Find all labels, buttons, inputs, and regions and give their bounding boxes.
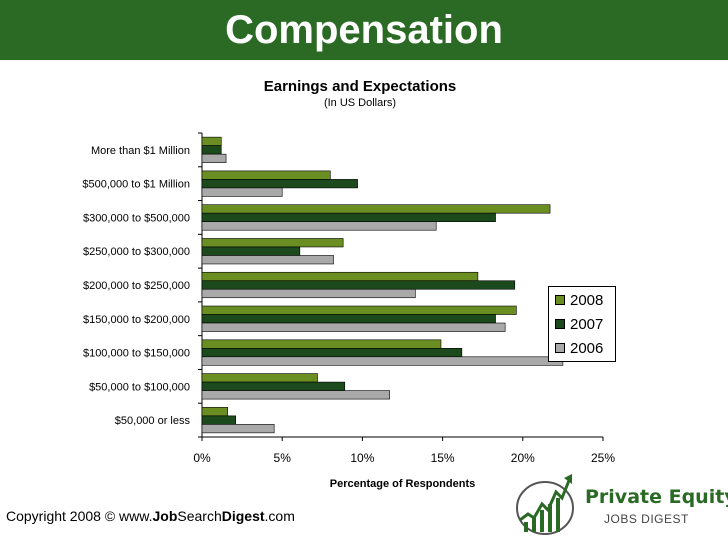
legend-item-2006: 2006 — [555, 337, 603, 359]
header-band — [0, 0, 728, 60]
chart-title: Earnings and Expectations — [263, 78, 457, 95]
x-axis-title: Percentage of Respondents — [330, 478, 475, 490]
chart-subtitle: (In US Dollars) — [323, 97, 397, 109]
category-label: $100,000 to $150,000 — [83, 348, 190, 360]
bar-2006 — [201, 153, 227, 163]
bar-2006 — [201, 356, 564, 366]
category-label: More than $1 Million — [91, 145, 190, 157]
legend-label-2007: 2007 — [570, 315, 604, 333]
bar-2008 — [201, 170, 331, 180]
legend-label-2006: 2006 — [570, 339, 604, 357]
bar-2007 — [201, 246, 301, 256]
chart-legend: 2008 2007 2006 — [548, 286, 616, 362]
bar-2007 — [201, 145, 222, 155]
bar-2006 — [201, 255, 334, 265]
x-tick-label: 15% — [431, 451, 455, 465]
bar-2008 — [201, 407, 228, 417]
copyright-prefix: Copyright 2008 © www. — [6, 508, 153, 524]
bar-2007 — [201, 415, 236, 425]
legend-swatch-2008 — [555, 295, 565, 305]
x-tick-label: 20% — [511, 451, 535, 465]
category-label: $300,000 to $500,000 — [83, 212, 190, 224]
private-equity-logo: Private Equity JOBS DIGEST — [512, 470, 728, 540]
category-label: $50,000 to $100,000 — [89, 381, 190, 393]
bar-2007 — [201, 212, 496, 222]
x-tick-label: 10% — [350, 451, 374, 465]
bar-2006 — [201, 424, 275, 434]
x-tick-label: 0% — [193, 451, 211, 465]
bar-2008 — [201, 204, 551, 214]
bar-2007 — [201, 348, 463, 358]
legend-label-2008: 2008 — [570, 291, 604, 309]
growth-chart-icon — [516, 474, 574, 535]
copyright-text: Copyright 2008 © www.JobSearchDigest.com — [6, 508, 295, 524]
bar-2008 — [201, 305, 517, 315]
category-label: $150,000 to $200,000 — [83, 314, 190, 326]
brand-digest: Digest — [221, 508, 265, 524]
category-label: $500,000 to $1 Million — [82, 179, 190, 191]
bar-2006 — [201, 390, 390, 400]
bar-2006 — [201, 288, 416, 299]
category-label: $250,000 to $300,000 — [83, 246, 190, 258]
domain-suffix: .com — [264, 508, 295, 524]
page-title: Compensation — [225, 8, 503, 52]
bar-2008 — [201, 373, 318, 383]
brand-job: Job — [152, 508, 178, 524]
bar-2008 — [201, 136, 222, 146]
bar-2006 — [201, 187, 283, 197]
x-tick-label: 25% — [591, 451, 615, 465]
bar-2008 — [201, 271, 479, 282]
category-label: $50,000 or less — [115, 415, 191, 427]
bar-2008 — [201, 339, 442, 349]
x-tick-label: 5% — [274, 451, 292, 465]
legend-item-2007: 2007 — [555, 313, 603, 335]
bar-2008 — [201, 238, 344, 248]
bar-2006 — [201, 322, 506, 332]
bar-2007 — [201, 280, 516, 290]
legend-item-2008: 2008 — [555, 289, 603, 311]
logo-subtitle: JOBS DIGEST — [604, 512, 689, 526]
legend-swatch-2006 — [555, 343, 565, 353]
brand-search: Search — [177, 508, 222, 524]
bar-2007 — [201, 179, 358, 189]
category-label: $200,000 to $250,000 — [83, 280, 190, 292]
bar-2006 — [201, 221, 437, 231]
legend-swatch-2007 — [555, 319, 565, 329]
logo-title: Private Equity — [585, 486, 728, 508]
bar-2007 — [201, 381, 346, 391]
bar-2007 — [201, 314, 496, 324]
